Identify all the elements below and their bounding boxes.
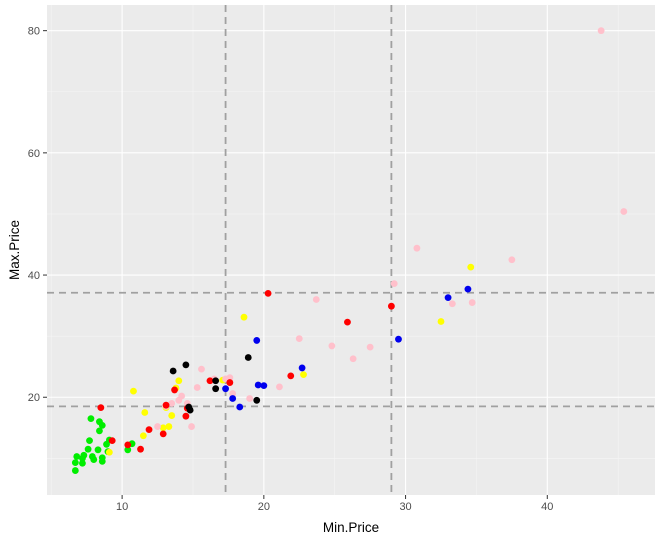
data-point	[94, 446, 102, 454]
data-point	[124, 441, 132, 449]
data-point	[186, 406, 194, 414]
x-tick-label: 10	[116, 501, 128, 513]
data-point	[229, 390, 237, 397]
data-point	[254, 381, 262, 389]
x-tick-label: 30	[399, 501, 411, 513]
data-point	[206, 377, 214, 385]
data-point	[98, 457, 106, 465]
x-tick-label: 40	[541, 501, 553, 513]
data-point	[141, 409, 149, 416]
data-point	[312, 296, 320, 303]
data-point	[124, 446, 132, 454]
data-point	[86, 437, 93, 445]
data-point	[80, 451, 88, 459]
panel-background	[47, 5, 655, 495]
data-point	[154, 423, 161, 430]
data-point	[171, 386, 178, 394]
y-axis-title: Max.Price	[7, 220, 22, 280]
data-point	[344, 318, 351, 326]
data-point	[253, 337, 261, 344]
data-point	[240, 313, 248, 321]
data-point	[212, 377, 220, 385]
data-point	[444, 294, 452, 302]
data-point	[145, 426, 153, 434]
data-point	[175, 377, 183, 385]
data-point	[79, 459, 86, 467]
data-point	[264, 289, 272, 297]
data-point	[620, 208, 628, 215]
data-point	[108, 437, 116, 445]
data-point	[328, 342, 336, 350]
data-point	[98, 421, 106, 429]
data-point	[287, 372, 295, 380]
data-point	[226, 379, 234, 386]
data-point	[165, 423, 173, 430]
data-point	[390, 280, 398, 288]
data-point	[300, 371, 307, 379]
data-point	[137, 445, 144, 453]
data-point	[169, 367, 177, 375]
data-point	[222, 385, 229, 393]
data-point	[295, 335, 303, 342]
y-tick-label: 60	[28, 148, 40, 160]
y-tick-label: 20	[28, 392, 40, 404]
data-point	[139, 432, 147, 440]
data-point	[366, 343, 374, 351]
data-point	[105, 448, 113, 456]
x-tick-label: 20	[258, 501, 270, 513]
data-point	[96, 427, 103, 435]
data-point	[84, 445, 92, 453]
data-point	[168, 412, 176, 419]
data-point	[276, 383, 283, 391]
y-tick-label: 40	[28, 270, 40, 282]
data-point	[244, 354, 252, 361]
data-point	[253, 396, 261, 404]
data-point	[71, 459, 79, 467]
data-point	[168, 399, 176, 407]
data-point	[212, 385, 220, 393]
data-point	[349, 355, 357, 363]
data-point	[162, 401, 170, 409]
data-point	[188, 423, 195, 430]
data-point	[182, 412, 190, 420]
data-point	[246, 395, 254, 402]
y-axis: 20 40 60 80	[28, 26, 47, 404]
data-point	[413, 244, 421, 252]
data-point	[71, 467, 79, 474]
data-point	[178, 392, 186, 400]
data-point	[90, 456, 98, 463]
data-point	[87, 415, 95, 423]
reference-lines	[47, 5, 655, 495]
data-point	[395, 335, 402, 343]
data-point	[159, 430, 167, 438]
data-point	[298, 364, 306, 372]
data-point	[159, 424, 167, 432]
minor-gridlines	[47, 5, 655, 495]
data-point	[236, 403, 244, 411]
data-point	[260, 382, 268, 390]
x-axis: 10 20 30 40	[116, 495, 553, 513]
data-point	[468, 299, 476, 306]
data-point	[387, 302, 395, 310]
x-axis-title: Min.Price	[323, 520, 379, 535]
data-point	[182, 361, 190, 369]
data-point	[229, 395, 237, 402]
data-point	[97, 404, 105, 412]
data-point	[198, 365, 205, 373]
data-points	[71, 27, 628, 474]
y-tick-label: 80	[28, 26, 40, 38]
data-point	[130, 387, 137, 395]
major-gridlines	[47, 5, 655, 495]
data-point	[467, 263, 475, 271]
data-point	[464, 285, 472, 293]
data-point	[193, 384, 201, 391]
data-point	[226, 374, 234, 382]
data-point	[73, 453, 81, 460]
data-point	[448, 300, 456, 308]
data-point	[597, 27, 605, 35]
data-point	[437, 318, 445, 325]
data-point	[508, 256, 516, 264]
